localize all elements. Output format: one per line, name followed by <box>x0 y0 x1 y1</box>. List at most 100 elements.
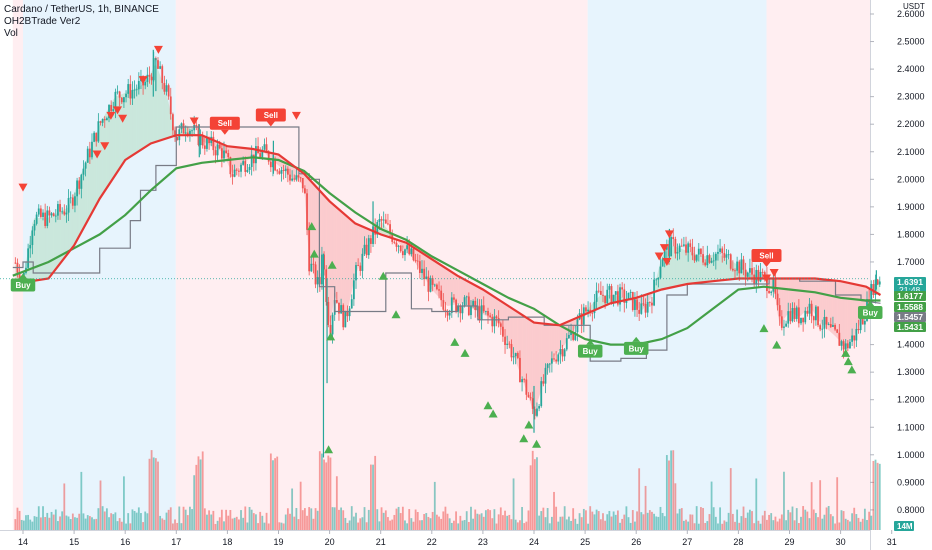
candle-body <box>580 313 583 325</box>
candle-body <box>697 248 700 255</box>
candle <box>878 276 881 288</box>
candle <box>734 268 736 279</box>
volume-bar <box>585 510 587 530</box>
volume-bar <box>646 512 649 530</box>
cloud-segment <box>732 261 735 280</box>
volume-bar <box>206 514 208 530</box>
volume-bar <box>269 453 272 530</box>
candle <box>640 294 643 315</box>
candle <box>316 270 319 293</box>
candle <box>695 254 698 263</box>
candle-body <box>706 255 709 266</box>
volume-bar <box>748 509 751 530</box>
candle <box>306 189 308 236</box>
candle-body <box>761 271 764 273</box>
candle-body <box>169 96 172 115</box>
candle-body <box>42 212 44 217</box>
candle <box>529 392 532 401</box>
price-tick-label: 1.9000 <box>897 202 925 212</box>
volume-bar <box>593 514 596 530</box>
label-text: Sell <box>759 251 773 260</box>
candle <box>497 310 500 328</box>
candle-body <box>184 132 187 134</box>
candle <box>31 226 34 255</box>
cloud-segment <box>91 139 95 213</box>
indicator-name: OH2BTrade Ver2 <box>4 16 81 27</box>
candle <box>770 290 773 296</box>
candle <box>146 67 149 87</box>
cloud-segment <box>786 278 789 317</box>
candle <box>404 248 406 261</box>
time-tick-label: 27 <box>682 537 692 547</box>
volume-bar <box>318 451 321 530</box>
red-moving-average-line <box>12 134 882 327</box>
candle-body <box>634 299 636 310</box>
candle <box>297 174 300 182</box>
candle <box>289 168 291 185</box>
cloud-segment <box>562 323 565 347</box>
candle <box>568 325 570 340</box>
volume-bar <box>817 517 819 530</box>
cloud-segment <box>811 278 814 313</box>
candle-body <box>229 157 232 175</box>
candle-body <box>651 302 653 306</box>
volume-bar <box>71 513 74 530</box>
volume-bar <box>772 520 775 530</box>
volume-bar <box>131 509 134 530</box>
volume-bar <box>504 510 506 530</box>
candle <box>761 268 764 279</box>
volume-bar <box>278 522 281 530</box>
candle <box>444 301 447 318</box>
cloud-segment <box>126 91 129 160</box>
candle-body <box>493 316 496 327</box>
candle-body <box>670 237 673 257</box>
cloud-segment <box>694 253 697 284</box>
volume-bar <box>876 462 879 530</box>
cloud-segment <box>796 278 799 317</box>
candle-body <box>802 317 805 323</box>
cloud-segment <box>83 162 86 229</box>
candle-body <box>717 251 719 254</box>
candle-body <box>742 259 745 270</box>
candle-body <box>189 130 191 135</box>
buy-triangle-icon <box>759 324 769 333</box>
volume-bar <box>482 516 485 530</box>
candle-body <box>346 310 349 317</box>
candle-body <box>61 211 64 213</box>
candle <box>644 298 647 318</box>
time-axis: 14 15 16 17 18 19 20 21 22 23 24 25 26 27 28 29 30 31 <box>18 530 897 547</box>
cloud-segment <box>792 278 795 315</box>
candle <box>350 294 353 309</box>
candle-body <box>342 305 345 328</box>
volume-bar <box>523 523 526 530</box>
volume-bar <box>634 521 636 530</box>
candle-body <box>738 261 741 274</box>
cloud-segment <box>536 322 540 404</box>
trailing-stop-line <box>12 126 881 362</box>
candle-body <box>440 290 443 301</box>
volume-bar <box>295 507 298 530</box>
volume-bar <box>74 517 76 530</box>
candle <box>367 234 370 259</box>
time-tick-label: 31 <box>887 537 897 547</box>
candle-body <box>299 177 302 179</box>
candle <box>631 291 634 312</box>
candle-body <box>250 154 253 168</box>
candle <box>525 373 528 401</box>
volume-bar <box>491 518 494 530</box>
candle-body <box>646 301 649 313</box>
candle-body <box>29 245 32 249</box>
candle <box>299 176 302 182</box>
candle <box>421 260 423 280</box>
candle <box>491 313 494 333</box>
candle-body <box>71 197 74 206</box>
volume-bar <box>774 516 777 530</box>
candle-body <box>744 269 747 277</box>
cloud-segment <box>539 323 542 397</box>
label-pointer <box>586 339 595 345</box>
volume-bar <box>787 509 790 530</box>
price-tag-value: 1.5457 <box>897 312 923 322</box>
volume-bar <box>538 515 541 530</box>
candle-body <box>359 265 362 271</box>
